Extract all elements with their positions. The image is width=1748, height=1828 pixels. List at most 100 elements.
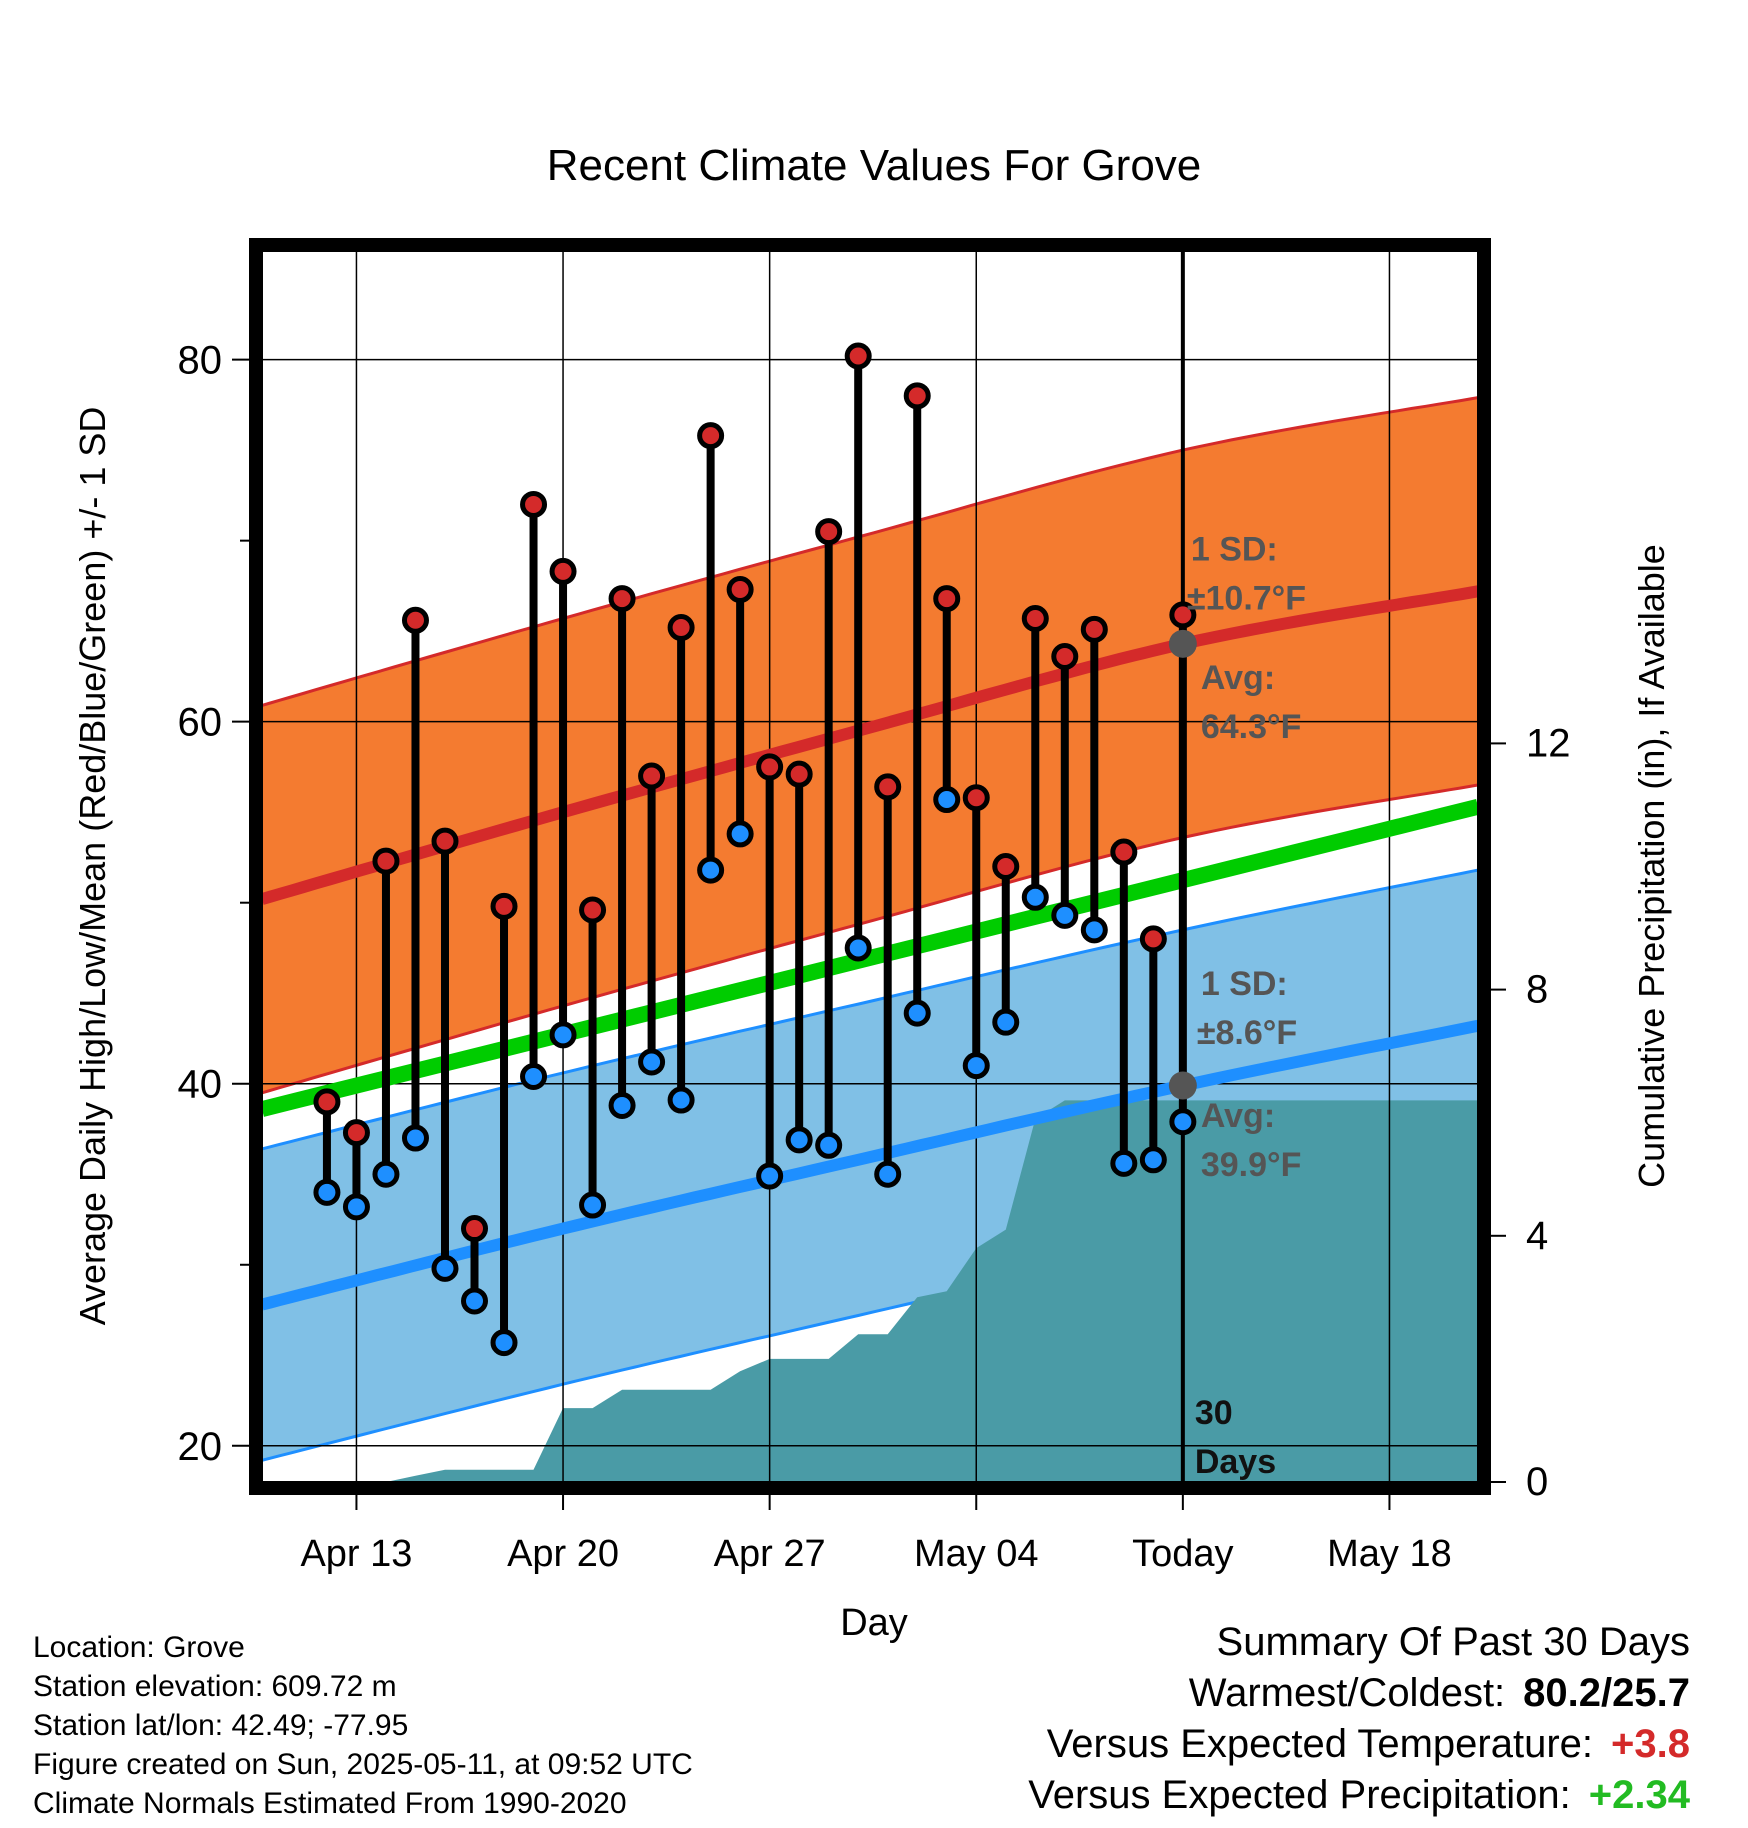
daily-low-point: [992, 1008, 1020, 1036]
summary-precipitation: Versus Expected Precipitation: +2.34: [1028, 1773, 1690, 1818]
daily-low-point: [342, 1193, 370, 1221]
summary-temperature: Versus Expected Temperature: +3.8: [1047, 1722, 1690, 1767]
x-tick-label: May 18: [1327, 1533, 1452, 1575]
x-tick-label: Apr 13: [300, 1533, 412, 1575]
daily-high-point: [520, 490, 548, 518]
daily-high-point: [579, 896, 607, 924]
x-axis-label: Day: [840, 1602, 908, 1644]
y2-tick-label: 12: [1526, 721, 1571, 765]
summary-warm-cold: Warmest/Coldest: 80.2/25.7: [1189, 1671, 1690, 1716]
y-tick-label: 20: [178, 1425, 223, 1469]
daily-high-point: [962, 784, 990, 812]
y2-axis-label: Cumulative Precipitation (in), If Availa…: [1631, 544, 1672, 1188]
daily-low-point: [461, 1287, 489, 1315]
high-sd-label: 1 SD:: [1191, 531, 1278, 569]
daily-high-point: [549, 557, 577, 585]
daily-high-point: [372, 847, 400, 875]
low-avg-marker: [1168, 1071, 1197, 1100]
footer-created: Figure created on Sun, 2025-05-11, at 09…: [33, 1748, 693, 1781]
warm-cold-value: 80.2/25.7: [1523, 1671, 1690, 1715]
precip-area: [262, 1100, 1478, 1482]
daily-low-point: [1169, 1108, 1197, 1136]
daily-low-point: [844, 934, 872, 962]
high-sd-value: ±10.7°F: [1187, 579, 1306, 617]
normal-mean-line: [262, 799, 1478, 1117]
daily-low-point: [726, 820, 754, 848]
low-sd-value: ±8.6°F: [1197, 1014, 1297, 1052]
daily-low-point: [697, 856, 725, 884]
daily-low-point: [1080, 916, 1108, 944]
daily-high-point: [756, 753, 784, 781]
daily-high-point: [667, 614, 695, 642]
daily-high-point: [401, 606, 429, 634]
low-band-upper-edge: [262, 868, 1478, 1151]
daily-high-point: [697, 422, 725, 450]
daily-high-point: [461, 1215, 489, 1243]
high-avg-marker: [1168, 629, 1197, 658]
daily-low-point: [638, 1048, 666, 1076]
y-tick-label: 80: [178, 339, 223, 383]
daily-high-point: [815, 518, 843, 546]
plot-frame: [249, 238, 1491, 1495]
x-tick-label: Apr 20: [507, 1533, 619, 1575]
daily-low-point: [1110, 1149, 1138, 1177]
y2-tick-label: 0: [1526, 1460, 1548, 1504]
daily-low-point: [431, 1254, 459, 1282]
daily-low-point: [903, 999, 931, 1027]
daily-high-point: [431, 827, 459, 855]
daily-low-point: [1021, 883, 1049, 911]
daily-high-point: [342, 1119, 370, 1147]
y2-tick-label: 8: [1526, 968, 1548, 1012]
temp-value: +3.8: [1611, 1722, 1690, 1766]
daily-low-point: [962, 1052, 990, 1080]
daily-low-point: [313, 1178, 341, 1206]
high-avg-label: Avg:: [1201, 659, 1275, 697]
daily-low-point: [1051, 901, 1079, 929]
low-sd-band: [262, 870, 1478, 1461]
daily-high-point: [638, 762, 666, 790]
precip-value: +2.34: [1588, 1773, 1690, 1817]
precip-label: Versus Expected Precipitation:: [1028, 1773, 1571, 1817]
daily-high-point: [1021, 604, 1049, 632]
chart-title: Recent Climate Values For Grove: [547, 141, 1202, 190]
high-avg-value: 64.3°F: [1201, 708, 1302, 746]
daily-low-point: [372, 1160, 400, 1188]
daily-low-point: [933, 786, 961, 814]
daily-low-point: [874, 1160, 902, 1188]
y-axis-label: Average Daily High/Low/Mean (Red/Blue/Gr…: [72, 407, 113, 1326]
x-tick-label: Today: [1132, 1533, 1233, 1575]
summary-heading: Summary Of Past 30 Days: [1216, 1620, 1690, 1664]
daily-low-point: [1139, 1146, 1167, 1174]
daily-high-point: [992, 853, 1020, 880]
daily-low-point: [549, 1021, 577, 1049]
y-tick-label: 40: [178, 1063, 223, 1107]
daily-low-point: [756, 1162, 784, 1190]
daily-high-point: [1080, 615, 1108, 643]
x-tick-label: Apr 27: [714, 1533, 826, 1575]
temp-label: Versus Expected Temperature:: [1046, 1722, 1594, 1766]
daily-high-point: [1139, 925, 1167, 953]
y-tick-label: 60: [178, 701, 223, 745]
footer-latlon: Station lat/lon: 42.49; -77.95: [33, 1709, 409, 1742]
daily-high-point: [933, 585, 961, 613]
daily-high-point: [874, 773, 902, 801]
daily-high-point: [903, 382, 931, 410]
normal-low-line: [262, 1019, 1478, 1311]
days-count-label: 30: [1195, 1394, 1233, 1432]
daily-low-point: [579, 1191, 607, 1219]
footer-normals: Climate Normals Estimated From 1990-2020: [33, 1787, 627, 1820]
footer-location: Location: Grove: [33, 1631, 245, 1664]
daily-high-point: [313, 1088, 341, 1116]
daily-high-point: [844, 342, 872, 370]
daily-low-point: [815, 1131, 843, 1159]
plot-area: [262, 251, 1478, 1482]
y2-tick-label: 4: [1526, 1214, 1548, 1258]
daily-high-point: [608, 585, 636, 613]
daily-low-point: [520, 1062, 548, 1090]
x-tick-label: May 04: [914, 1533, 1039, 1575]
warm-cold-label: Warmest/Coldest:: [1188, 1671, 1506, 1715]
footer-elevation: Station elevation: 609.72 m: [33, 1670, 397, 1703]
low-avg-value: 39.9°F: [1201, 1146, 1302, 1184]
daily-high-point: [1051, 643, 1079, 671]
